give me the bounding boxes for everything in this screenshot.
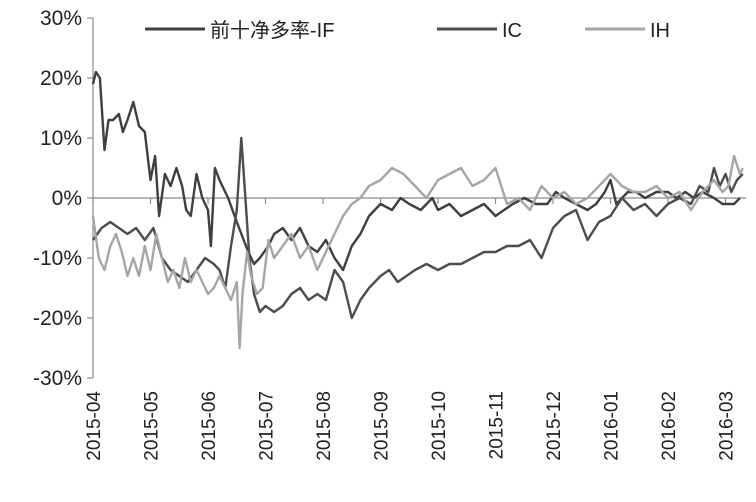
x-tick-label: 2015-06 bbox=[199, 391, 220, 461]
series-line-1 bbox=[92, 136, 744, 320]
x-tick-label: 2015-11 bbox=[487, 391, 508, 459]
x-tick-label: 2015-05 bbox=[142, 391, 163, 461]
chart-series bbox=[91, 70, 744, 350]
x-tick-label: 2016-01 bbox=[602, 391, 623, 461]
y-tick-label: -30% bbox=[33, 367, 82, 390]
legend-label: IC bbox=[502, 20, 522, 42]
x-axis-ticks: 2015-04 2015-05 2015-06 2015-07 2015-08 2015-… bbox=[84, 198, 738, 461]
x-tick-label: 2015-12 bbox=[544, 391, 565, 461]
y-axis-ticks: 30% 20% 10% 0% -10% -20% -30% bbox=[33, 7, 93, 390]
x-tick-label: 2015-08 bbox=[314, 391, 335, 461]
x-tick-label: 2015-10 bbox=[429, 391, 450, 461]
y-tick-label: -20% bbox=[33, 307, 82, 330]
y-tick-label: 30% bbox=[40, 7, 82, 30]
series-line-0 bbox=[91, 70, 741, 272]
legend-label: IH bbox=[650, 20, 670, 42]
x-tick-label: 2015-09 bbox=[372, 391, 393, 461]
y-tick-label: 20% bbox=[40, 67, 82, 90]
y-tick-label: -10% bbox=[33, 247, 82, 270]
y-tick-label: 0% bbox=[52, 187, 82, 210]
x-tick-label: 2016-02 bbox=[659, 391, 680, 461]
x-tick-label: 2015-07 bbox=[257, 391, 278, 461]
x-tick-label: 2016-03 bbox=[717, 391, 738, 461]
x-tick-label: 2015-04 bbox=[84, 391, 105, 461]
y-tick-label: 10% bbox=[40, 127, 82, 150]
legend-label: 前十净多率-IF bbox=[210, 19, 334, 42]
series-line-2 bbox=[91, 154, 744, 350]
chart-axes bbox=[92, 18, 746, 378]
chart-legend: 前十净多率-IF IC IH bbox=[145, 19, 670, 42]
